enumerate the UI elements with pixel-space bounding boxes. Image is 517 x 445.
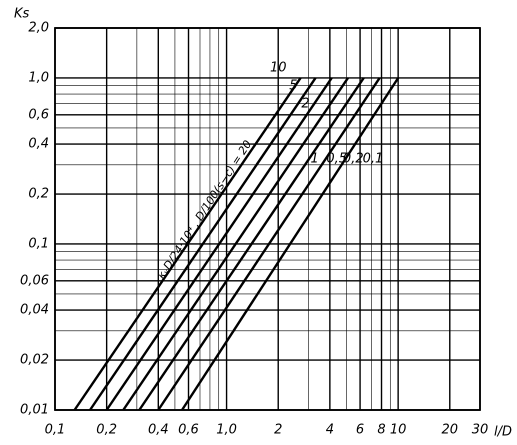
y-tick-label: 0,1 [28,236,49,251]
y-tick-label: 0,02 [20,353,49,368]
curve-label: 2 [301,96,309,111]
y-tick-label: 2,0 [28,21,49,36]
x-tick-label: 6 [356,423,364,438]
curve [138,77,365,411]
curve [157,77,381,411]
y-tick-label: 0,4 [28,137,49,152]
x-tick-label: 0,6 [178,423,199,438]
y-tick-label: 0,2 [28,187,49,202]
curve [73,77,302,411]
x-tick-label: 20 [442,423,459,438]
x-tick-label: 2 [274,423,282,438]
y-tick-label: 0,6 [28,107,49,122]
curve-label: 10 [270,60,287,75]
x-tick-label: 30 [472,423,489,438]
x-tick-label: 10 [390,423,407,438]
curve-label: 0,1 [363,152,384,167]
x-tick-label: 4 [326,423,334,438]
curve [181,77,400,411]
x-tick-label: 0,4 [148,423,169,438]
x-tick-label: 0,2 [96,423,117,438]
x-axis-label: l/D [494,425,512,440]
plot-frame [54,27,481,411]
x-tick-label: 1,0 [216,423,237,438]
x-tick-label: 8 [377,423,385,438]
curve [105,77,333,411]
curve [122,77,349,411]
y-tick-label: 1,0 [28,70,49,85]
curve-label: 5 [289,78,297,93]
y-tick-label: 0,04 [20,303,49,318]
curve [89,77,317,411]
y-tick-label: 0,01 [20,403,49,418]
x-tick-label: 0,1 [45,423,66,438]
y-tick-label: 0,06 [20,273,49,288]
y-axis-label: Ks [14,7,30,22]
curve-label: 1 [311,152,319,167]
